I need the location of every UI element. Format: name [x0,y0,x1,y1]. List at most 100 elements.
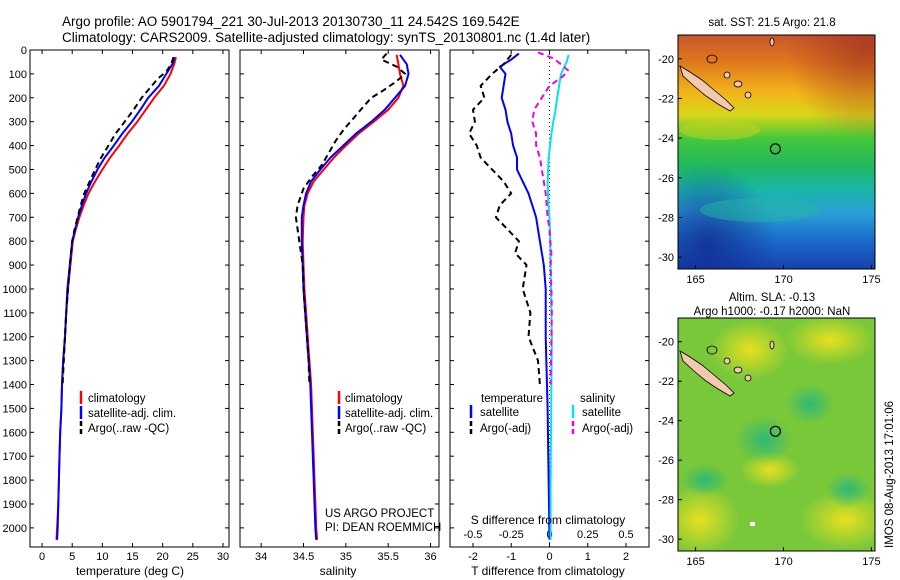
salinity-legend-climatology: climatology [345,393,403,405]
ytick-label: 1700 [3,451,27,463]
difference-legend: temperature salinity satellite Argo(-adj… [469,393,633,435]
map-ytick-label: -30 [658,252,674,264]
xtick-label: 15 [126,551,138,563]
xtick-label: 36 [424,551,436,563]
ytick-label: 600 [9,188,27,200]
series-line-s-satellite [546,54,570,540]
xtick-label: 35.5 [377,551,398,563]
xtick-label-salinity: 0.25 [577,529,598,541]
legend-s-satellite: satellite [582,407,621,419]
series-line-t-argo-adj- [468,54,541,385]
sla-map-title-line1: Altim. SLA: -0.13 [729,292,815,304]
temperature-legend: climatology satellite-adj. clim. Argo(..… [79,391,176,435]
temperature-legend-argo: Argo(..raw -QC) [88,423,169,435]
sla-map-ticks: 165 170 175 -20 -22 -24 -26 -28 -30 [658,337,881,568]
ytick-label: 700 [9,212,27,224]
map-ytick-label: -20 [658,54,674,66]
ytick-label: 1600 [3,427,27,439]
xtick-label-salinity: -0.5 [463,529,482,541]
xtick-label: 0 [546,551,552,563]
map-ytick-label: -26 [658,173,674,185]
map-xtick-label: 175 [862,556,880,568]
ytick-label: 200 [9,93,27,105]
xtick-label: 0 [39,551,45,563]
ytick-label: 1000 [3,284,27,296]
xtick-label: -1 [506,551,516,563]
difference-lines [468,50,570,547]
legend-salinity-head: salinity [580,393,615,405]
map-ytick-label: -22 [658,376,674,388]
legend-t-satellite: satellite [480,407,519,419]
ytick-label: 1100 [3,308,27,320]
map-xtick-label: 165 [686,556,704,568]
sla-profile-marker [769,425,782,437]
series-line-satellite-adj-clim- [300,54,410,540]
temperature-lines [55,56,177,540]
map-xtick-label: 170 [774,556,792,568]
xtick-label: 34 [255,551,267,563]
imos-timestamp: IMOS 08-Aug-2013 17:01:06 [884,401,896,548]
sst-profile-marker [769,143,782,155]
map-ytick-label: -30 [658,534,674,546]
sla-map-title-line2: Argo h1000: -0.17 h2000: NaN [694,306,851,318]
xtick-label: 34.5 [293,551,314,563]
difference-xlabel-top: S difference from climatology [471,513,626,527]
series-line-s-argo-adj- [531,51,569,385]
sst-map-ticks: 165 170 175 -20 -22 -24 -26 -28 -30 [658,54,881,286]
sla-map-field [678,318,875,551]
map-xtick-label: 170 [774,274,792,286]
ytick-label: 400 [9,141,27,153]
map-xtick-label: 165 [686,274,704,286]
ytick-label: 1400 [3,380,27,392]
salinity-legend: climatology satellite-adj. clim. Argo(..… [337,391,433,435]
xtick-label: 5 [69,551,75,563]
ytick-label: 1200 [3,332,27,344]
xtick-label: 30 [217,551,229,563]
series-line-t-satellite [498,52,551,540]
xtick-label: 20 [157,551,169,563]
new-caledonia-island-sla [679,350,735,397]
ytick-label: 800 [9,236,27,248]
map-ytick-label: -28 [658,495,674,507]
salinity-axes: 34 34.5 35 35.5 36 [240,49,439,563]
legend-s-argo: Argo(-adj) [582,423,633,435]
temperature-legend-climatology: climatology [88,393,146,405]
legend-t-argo: Argo(-adj) [480,423,531,435]
map-ytick-label: -24 [658,416,674,428]
temperature-legend-satellite: satellite-adj. clim. [88,408,176,420]
ytick-label: 0 [21,45,27,57]
ytick-label: 100 [9,69,27,81]
ytick-label: 1800 [3,475,27,487]
xtick-label: 1 [585,551,591,563]
map-ytick-label: -28 [658,212,674,224]
ytick-label: 2000 [3,523,27,535]
salinity-xlabel: salinity [320,564,357,578]
map-ytick-label: -26 [658,455,674,467]
xtick-label: 35 [340,551,352,563]
figure-title-line1: Argo profile: AO 5901794_221 30-Jul-2013… [62,14,520,29]
figure-title-line2: Climatology: CARS2009. Satellite-adjuste… [62,30,590,45]
ytick-label: 1500 [3,403,27,415]
series-line-argo-raw-qc- [61,56,175,385]
xtick-label-salinity: 0.5 [618,529,633,541]
xtick-label-salinity: -0.25 [499,529,524,541]
salinity-legend-satellite: satellite-adj. clim. [345,408,433,420]
map-ytick-label: -20 [658,337,674,349]
salinity-lines [294,52,410,540]
map-ytick-label: -24 [658,133,674,145]
sst-map-field [678,35,875,269]
ytick-label: 500 [9,164,27,176]
xtick-label: 10 [96,551,108,563]
credit-line1: US ARGO PROJECT [325,508,434,520]
xtick-label: 25 [187,551,199,563]
xtick-label: 2 [623,551,629,563]
map-ytick-label: -22 [658,93,674,105]
salinity-legend-argo: Argo(..raw -QC) [345,423,426,435]
salinity-panel [239,49,440,548]
xtick-label: -2 [468,551,478,563]
credit-line2: PI: DEAN ROEMMICH [325,522,441,534]
legend-temperature-head: temperature [481,393,543,405]
map-xtick-label: 175 [862,274,880,286]
